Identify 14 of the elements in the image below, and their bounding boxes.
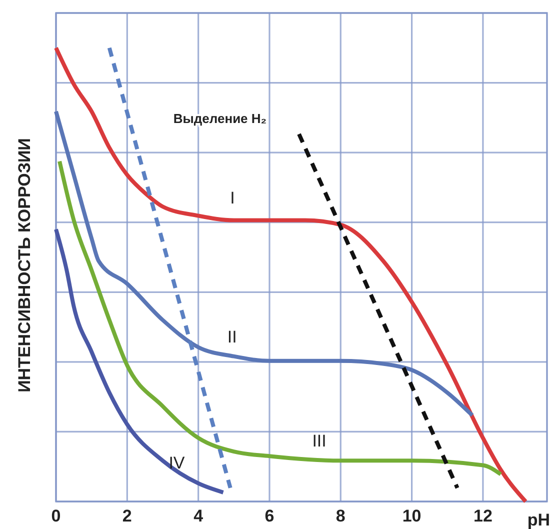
x-tick-label: 0 — [51, 506, 61, 526]
series-label: II — [227, 327, 237, 346]
annotation: Выделение H₂ — [173, 111, 267, 126]
x-tick-label: 8 — [336, 506, 346, 526]
x-tick-label: 10 — [402, 506, 422, 526]
x-tick-label: 6 — [264, 506, 274, 526]
x-tick-label: 2 — [122, 506, 132, 526]
series-label: IV — [168, 454, 186, 473]
x-axis-title: pH — [527, 510, 550, 529]
x-tick-label: 12 — [473, 506, 492, 526]
y-axis-title: ИНТЕНСИВНОСТЬ КОРРОЗИИ — [15, 138, 34, 392]
series-label: I — [230, 188, 235, 208]
series-label: III — [312, 432, 326, 451]
x-tick-label: 4 — [194, 506, 204, 526]
